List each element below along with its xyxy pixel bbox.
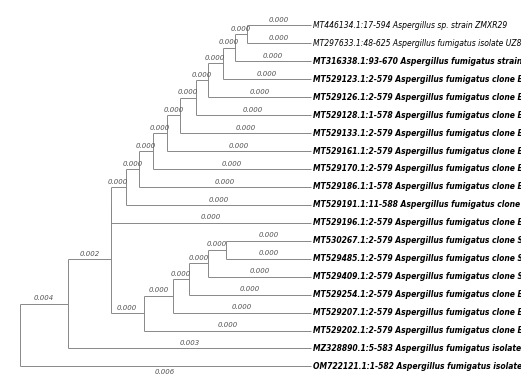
Text: MT297633.1:48-625 Aspergillus fumigatus isolate UZ8: MT297633.1:48-625 Aspergillus fumigatus …: [313, 39, 521, 48]
Text: MZ328890.1:5-583 Aspergillus fumigatus isolate PRN1: MZ328890.1:5-583 Aspergillus fumigatus i…: [313, 344, 521, 353]
Text: MT529202.1:2-579 Aspergillus fumigatus clone EF 553: MT529202.1:2-579 Aspergillus fumigatus c…: [313, 326, 521, 335]
Text: 0.000: 0.000: [249, 89, 269, 95]
Text: 0.000: 0.000: [171, 271, 191, 277]
Text: 0.000: 0.000: [232, 304, 252, 310]
Text: 0.000: 0.000: [208, 197, 228, 203]
Text: 0.000: 0.000: [150, 125, 170, 131]
Text: 0.000: 0.000: [222, 161, 242, 166]
Text: 0.000: 0.000: [108, 179, 128, 184]
Text: 0.000: 0.000: [229, 142, 249, 149]
Text: 0.000: 0.000: [136, 143, 156, 149]
Text: MT530267.1:2-579 Aspergillus fumigatus clone SF 991: MT530267.1:2-579 Aspergillus fumigatus c…: [313, 236, 521, 245]
Text: MT529161.1:2-579 Aspergillus fumigatus clone EF 512: MT529161.1:2-579 Aspergillus fumigatus c…: [313, 147, 521, 155]
Text: 0.006: 0.006: [155, 369, 176, 375]
Text: 0.000: 0.000: [269, 17, 289, 23]
Text: 0.000: 0.000: [122, 161, 143, 166]
Text: MT529191.1:11-588 Aspergillus fumigatus clone EF 542: MT529191.1:11-588 Aspergillus fumigatus …: [313, 200, 521, 210]
Text: MT529196.1:2-579 Aspergillus fumigatus clone EF 547: MT529196.1:2-579 Aspergillus fumigatus c…: [313, 218, 521, 227]
Text: 0.002: 0.002: [79, 251, 100, 257]
Text: 0.000: 0.000: [189, 255, 209, 261]
Text: 0.000: 0.000: [205, 55, 226, 61]
Text: 0.000: 0.000: [257, 71, 277, 77]
Text: 0.004: 0.004: [34, 295, 54, 301]
Text: OM722121.1:1-582 Aspergillus fumigatus isolate MT21: OM722121.1:1-582 Aspergillus fumigatus i…: [313, 362, 521, 371]
Text: 0.000: 0.000: [235, 125, 256, 131]
Text: MT529126.1:2-579 Aspergillus fumigatus clone EF 477: MT529126.1:2-579 Aspergillus fumigatus c…: [313, 93, 521, 102]
Text: 0.000: 0.000: [201, 215, 221, 221]
Text: 0.000: 0.000: [215, 179, 235, 184]
Text: 0.000: 0.000: [219, 40, 239, 45]
Text: MT529186.1:1-578 Aspergillus fumigatus clone EF 537: MT529186.1:1-578 Aspergillus fumigatus c…: [313, 182, 521, 191]
Text: 0.000: 0.000: [231, 26, 251, 32]
Text: MT529170.1:2-579 Aspergillus fumigatus clone EF 521: MT529170.1:2-579 Aspergillus fumigatus c…: [313, 165, 521, 173]
Text: 0.000: 0.000: [164, 107, 184, 113]
Text: 0.000: 0.000: [178, 90, 198, 95]
Text: 0.000: 0.000: [207, 242, 227, 247]
Text: 0.000: 0.000: [249, 268, 269, 274]
Text: 0.000: 0.000: [243, 107, 263, 113]
Text: 0.000: 0.000: [117, 305, 138, 311]
Text: 0.003: 0.003: [179, 340, 200, 346]
Text: 0.000: 0.000: [258, 250, 279, 256]
Text: MT529128.1:1-578 Aspergillus fumigatus clone EF 479: MT529128.1:1-578 Aspergillus fumigatus c…: [313, 110, 521, 120]
Text: MT529207.1:2-579 Aspergillus fumigatus clone EF 558: MT529207.1:2-579 Aspergillus fumigatus c…: [313, 308, 521, 317]
Text: MT316338.1:93-670 Aspergillus fumigatus strain DTO 402-H1: MT316338.1:93-670 Aspergillus fumigatus …: [313, 57, 521, 66]
Text: MT529254.1:2-579 Aspergillus fumigatus clone EF 605: MT529254.1:2-579 Aspergillus fumigatus c…: [313, 290, 521, 299]
Text: 0.000: 0.000: [258, 232, 279, 239]
Text: 0.000: 0.000: [269, 35, 289, 41]
Text: MT529133.1:2-579 Aspergillus fumigatus clone EF 484: MT529133.1:2-579 Aspergillus fumigatus c…: [313, 128, 521, 138]
Text: 0.000: 0.000: [240, 286, 260, 292]
Text: MT529123.1:2-579 Aspergillus fumigatus clone EF 474: MT529123.1:2-579 Aspergillus fumigatus c…: [313, 75, 521, 84]
Text: MT529485.1:2-579 Aspergillus fumigatus clone SF 209: MT529485.1:2-579 Aspergillus fumigatus c…: [313, 254, 521, 263]
Text: MT446134.1:17-594 Aspergillus sp. strain ZMXR29: MT446134.1:17-594 Aspergillus sp. strain…: [313, 21, 507, 30]
Text: MT529409.1:2-579 Aspergillus fumigatus clone SF 133: MT529409.1:2-579 Aspergillus fumigatus c…: [313, 272, 521, 281]
Text: 0.000: 0.000: [192, 72, 212, 78]
Text: 0.000: 0.000: [217, 322, 238, 328]
Text: 0.000: 0.000: [263, 53, 283, 59]
Text: 0.000: 0.000: [148, 287, 168, 293]
